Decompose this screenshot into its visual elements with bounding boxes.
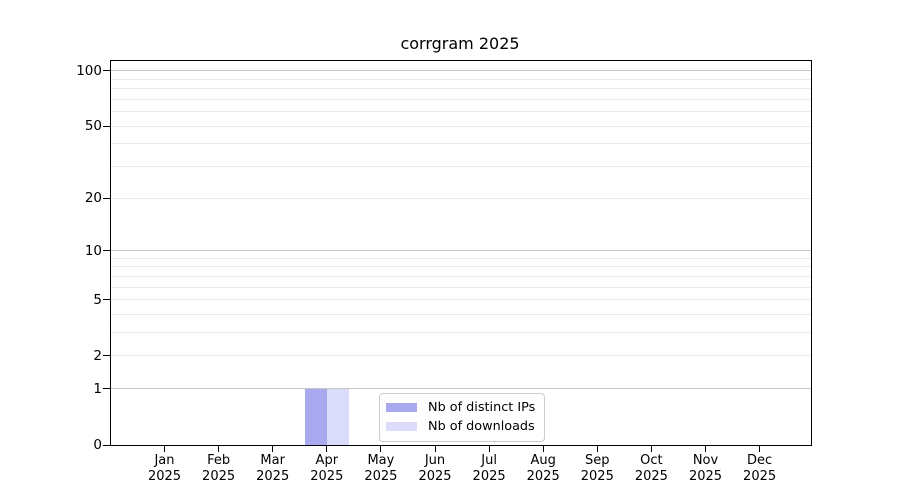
x-tick-mark-mar: [272, 446, 274, 452]
y-tick-mark-5: [103, 299, 111, 301]
y-tick-label-0: 0: [93, 437, 102, 453]
y-tick-mark-100: [103, 70, 111, 72]
y-tick-mark-10: [103, 250, 111, 252]
x-tick-mark-jun: [434, 446, 436, 452]
bars-layer: [111, 61, 811, 445]
bar-apr-series-1: [326, 388, 349, 445]
y-tick-label-50: 50: [84, 118, 102, 135]
gridlines-layer: [111, 61, 811, 445]
y-tick-label-2: 2: [93, 347, 102, 364]
x-tick-label-jan: Jan 2025: [147, 453, 182, 484]
y-tick-mark-2: [103, 355, 111, 357]
x-tick-label-feb: Feb 2025: [202, 453, 236, 484]
x-tick-label-apr: Apr 2025: [310, 453, 344, 484]
major-gridline-10: [111, 250, 811, 252]
minor-gridline-9: [111, 257, 811, 259]
y-tick-label-20: 20: [84, 190, 102, 207]
x-tick-mark-dec: [759, 446, 761, 452]
x-tick-label-oct: Oct 2025: [634, 453, 668, 484]
minor-gridline-2: [111, 355, 811, 357]
x-tick-label-mar: Mar 2025: [256, 453, 290, 484]
minor-gridline-7: [111, 275, 811, 277]
plot-area: 0 1 2 5 10 20 50 100 Jan 2025 Feb 2025 Mar 2025 Apr…: [76, 60, 812, 484]
legend-label-downloads: Nb of downloads: [428, 419, 535, 434]
minor-gridline-20: [111, 197, 811, 199]
legend-item-downloads: Nb of downloads: [386, 417, 535, 436]
minor-gridline-3: [111, 332, 811, 334]
minor-gridline-40: [111, 143, 811, 145]
x-tick-label-may: May 2025: [364, 453, 398, 484]
y-tick-label-100: 100: [76, 62, 102, 79]
x-tick-label-nov: Nov 2025: [688, 453, 723, 484]
legend-swatch-downloads: [386, 421, 417, 432]
x-tick-label-sep: Sep 2025: [580, 453, 614, 484]
y-tick-label-1: 1: [93, 380, 102, 397]
minor-gridline-6: [111, 286, 811, 288]
y-tick-mark-1: [103, 388, 111, 390]
x-tick-mark-jul: [488, 446, 490, 452]
x-tick-mark-nov: [705, 446, 706, 452]
bar-apr-series-0: [304, 388, 327, 445]
x-tick-mark-feb: [218, 446, 220, 452]
legend-swatch-distinct-ips: [386, 402, 417, 413]
x-tick-label-jul: Jul 2025: [472, 453, 506, 484]
x-tick-mark-oct: [650, 446, 652, 452]
minor-gridline-60: [111, 111, 811, 113]
y-tick-mark-0: [103, 444, 111, 446]
y-tick-mark-20: [103, 197, 111, 199]
minor-gridline-50: [111, 125, 811, 127]
legend-label-distinct-ips: Nb of distinct IPs: [428, 400, 536, 415]
x-tick-mark-apr: [326, 446, 328, 452]
x-tick-mark-jan: [164, 446, 165, 452]
x-tick-label-aug: Aug 2025: [526, 453, 560, 484]
legend: Nb of distinct IPs Nb of downloads: [379, 393, 546, 442]
minor-gridline-90: [111, 78, 811, 80]
x-tick-label-dec: Dec 2025: [743, 453, 777, 484]
minor-gridline-80: [111, 88, 811, 90]
y-tick-label-5: 5: [93, 291, 102, 308]
x-tick-mark-may: [380, 446, 382, 452]
x-tick-label-jun: Jun 2025: [418, 453, 452, 484]
minor-gridline-30: [111, 166, 811, 168]
x-tick-mark-sep: [596, 446, 598, 452]
minor-gridline-8: [111, 266, 811, 268]
legend-item-distinct-ips: Nb of distinct IPs: [386, 398, 535, 417]
y-tick-label-10: 10: [84, 242, 102, 259]
minor-gridline-5: [111, 299, 811, 301]
minor-gridline-70: [111, 98, 811, 100]
major-gridline-100: [111, 70, 811, 72]
axis-ticks-layer: 0 1 2 5 10 20 50 100 Jan 2025 Feb 2025 Mar 2025 Apr…: [76, 61, 811, 484]
chart-title: corrgram 2025: [400, 34, 520, 53]
minor-gridline-4: [111, 314, 811, 315]
major-gridline-1: [111, 388, 811, 390]
x-tick-mark-aug: [542, 446, 544, 452]
y-tick-mark-50: [103, 125, 111, 127]
